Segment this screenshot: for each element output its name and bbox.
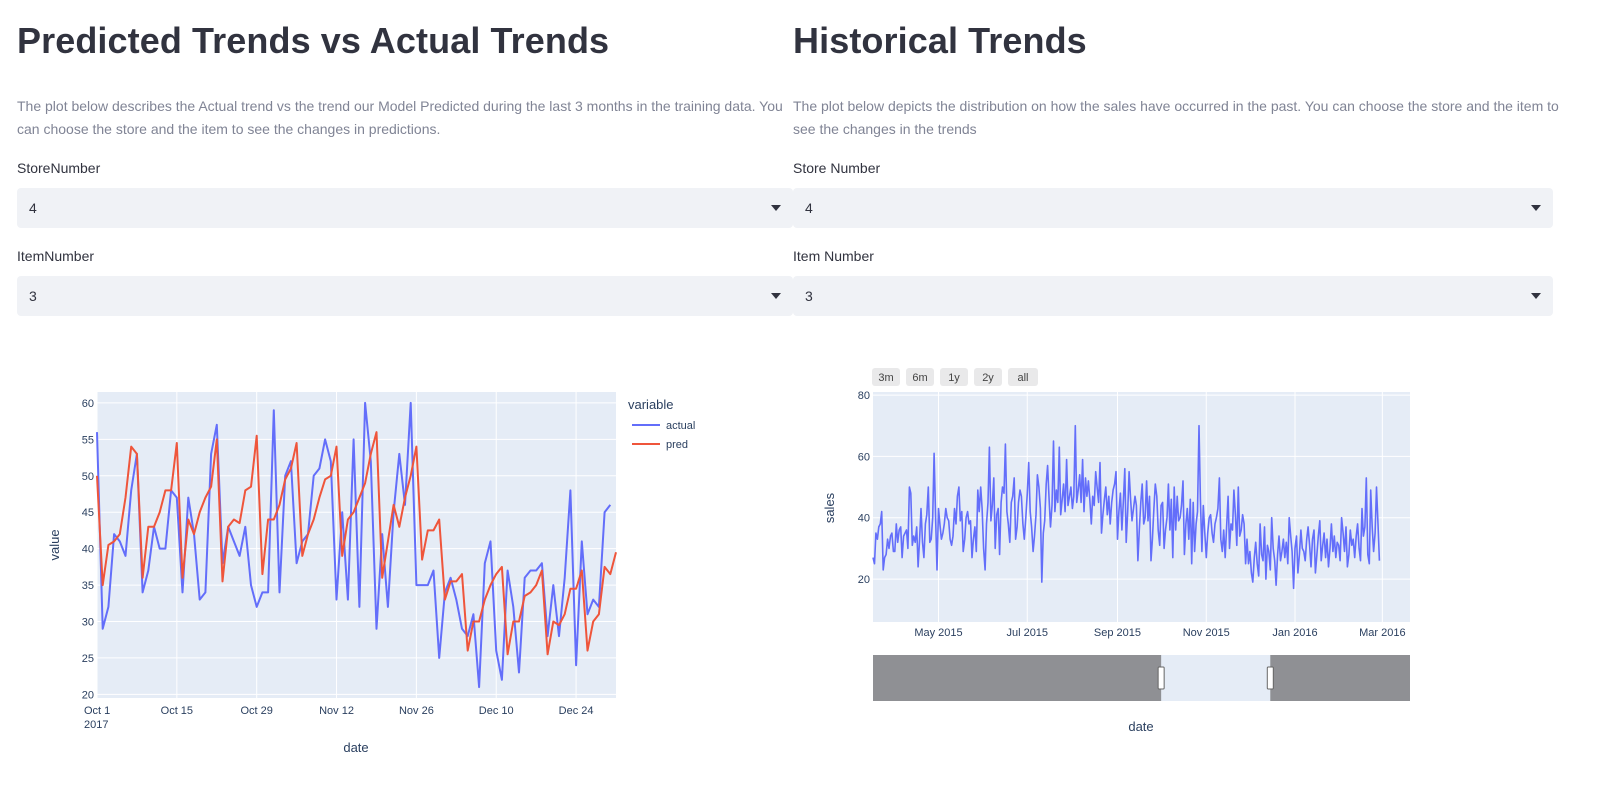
item-number-select[interactable]: 3: [17, 276, 793, 316]
x-tick-label: Nov 2015: [1183, 627, 1230, 639]
range-button-bg: [974, 368, 1002, 386]
series-line-pred: [96, 431, 617, 656]
y-tick-label: 20: [82, 689, 94, 701]
range-button-all[interactable]: all: [1008, 368, 1038, 386]
legend-label-pred: pred: [666, 439, 688, 451]
item-number-value: 3: [29, 288, 37, 304]
store-number-select[interactable]: 4: [17, 188, 793, 228]
range-button-bg: [940, 368, 968, 386]
x-axis-label: date: [1128, 719, 1153, 734]
x-tick-label: Dec 10: [479, 705, 514, 717]
y-tick-label: 30: [82, 617, 94, 629]
item-number-value: 3: [805, 288, 813, 304]
range-button-label: 6m: [912, 372, 927, 384]
y-tick-label: 60: [858, 451, 870, 463]
range-button-label: all: [1017, 372, 1028, 384]
series-line-sales: [872, 424, 1381, 590]
x-tick-label: Oct 29: [240, 705, 272, 717]
chevron-down-icon: [771, 205, 781, 211]
x-tick-label: Oct 1: [84, 705, 110, 717]
chevron-down-icon: [1531, 293, 1541, 299]
legend-label-actual: actual: [666, 420, 695, 432]
x-tick-label: Mar 2016: [1359, 627, 1405, 639]
range-button-label: 3m: [878, 372, 893, 384]
range-button-2y[interactable]: 2y: [974, 368, 1002, 386]
y-tick-label: 45: [82, 507, 94, 519]
item-number-select[interactable]: 3: [793, 276, 1553, 316]
store-number-label: StoreNumber: [17, 160, 101, 176]
range-slider[interactable]: [873, 655, 1410, 701]
y-tick-label: 40: [82, 544, 94, 556]
y-tick-label: 80: [858, 390, 870, 402]
x-tick-label: May 2015: [914, 627, 962, 639]
legend-item-actual[interactable]: actual: [632, 420, 695, 432]
range-button-bg: [1008, 368, 1038, 386]
y-tick-label: 50: [82, 471, 94, 483]
right-title: Historical Trends: [793, 20, 1087, 61]
range-button-label: 1y: [948, 372, 960, 384]
y-tick-label: 20: [858, 574, 870, 586]
y-tick-label: 25: [82, 653, 94, 665]
y-tick-label: 55: [82, 434, 94, 446]
range-button-3m[interactable]: 3m: [872, 368, 900, 386]
range-slider-mask-left: [873, 655, 1162, 701]
x-tick-label: Nov 26: [399, 705, 434, 717]
chevron-down-icon: [1531, 205, 1541, 211]
x-tick-label: Sep 2015: [1094, 627, 1141, 639]
range-button-bg: [872, 368, 900, 386]
x-tick-label: Dec 24: [559, 705, 594, 717]
left-description: The plot below describes the Actual tren…: [17, 98, 783, 137]
x-tick-label: Oct 15: [161, 705, 193, 717]
right-description: The plot below depicts the distribution …: [793, 98, 1559, 137]
plot-area: [873, 392, 1410, 622]
left-title: Predicted Trends vs Actual Trends: [17, 20, 610, 61]
range-slider-mask-right: [1270, 655, 1410, 701]
store-number-value: 4: [805, 200, 813, 216]
x-tick-label: Jul 2015: [1006, 627, 1048, 639]
range-slider-handle-right[interactable]: [1266, 666, 1274, 690]
x-tick-year: 2017: [84, 719, 108, 731]
legend: variable actual pred: [628, 397, 695, 451]
range-button-bg: [906, 368, 934, 386]
item-number-label: ItemNumber: [17, 248, 95, 264]
store-number-select[interactable]: 4: [793, 188, 1553, 228]
range-button-label: 2y: [982, 372, 994, 384]
range-selector: 3m 6m 1y 2y all: [872, 368, 1038, 386]
y-tick-label: 60: [82, 398, 94, 410]
range-slider-handle-left[interactable]: [1157, 666, 1165, 690]
legend-title: variable: [628, 397, 674, 412]
chevron-down-icon: [771, 293, 781, 299]
predicted-vs-actual-chart[interactable]: 20 25 30 35 40 45 50 55 60 Oct 1 Oct 15 Oct 29 Nov …: [0, 380, 800, 780]
store-number-value: 4: [29, 200, 37, 216]
x-tick-label: Jan 2016: [1272, 627, 1317, 639]
y-tick-label: 40: [858, 513, 870, 525]
series-line-actual: [96, 401, 612, 689]
legend-item-pred[interactable]: pred: [632, 439, 688, 451]
x-axis-label: date: [343, 740, 368, 755]
y-axis-label: sales: [822, 492, 837, 523]
item-number-label: Item Number: [793, 248, 874, 264]
range-button-6m[interactable]: 6m: [906, 368, 934, 386]
y-axis-label: value: [47, 529, 62, 560]
x-tick-label: Nov 12: [319, 705, 354, 717]
historical-sales-chart[interactable]: 3m 6m 1y 2y all 20 40 60 80 May 2015 Jul 2015 Sep…: [800, 360, 1600, 760]
store-number-label: Store Number: [793, 160, 881, 176]
y-tick-label: 35: [82, 580, 94, 592]
range-button-1y[interactable]: 1y: [940, 368, 968, 386]
